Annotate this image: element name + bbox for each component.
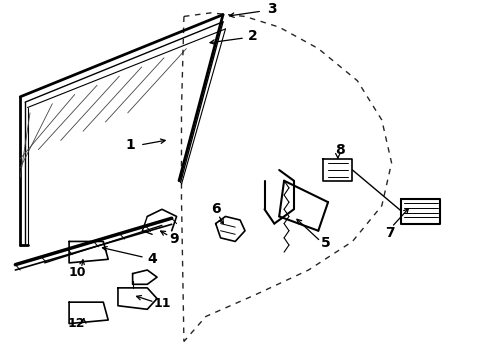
Text: 6: 6 xyxy=(211,202,220,216)
Text: 10: 10 xyxy=(69,266,86,279)
Text: 7: 7 xyxy=(385,225,395,239)
Text: 8: 8 xyxy=(335,143,345,157)
Text: 1: 1 xyxy=(125,138,135,152)
Text: 12: 12 xyxy=(68,317,85,330)
Text: 2: 2 xyxy=(247,29,257,43)
Text: 9: 9 xyxy=(170,231,179,246)
Text: 3: 3 xyxy=(267,2,277,16)
Text: 5: 5 xyxy=(321,236,330,250)
Text: 4: 4 xyxy=(147,252,157,266)
Text: 11: 11 xyxy=(153,297,171,310)
